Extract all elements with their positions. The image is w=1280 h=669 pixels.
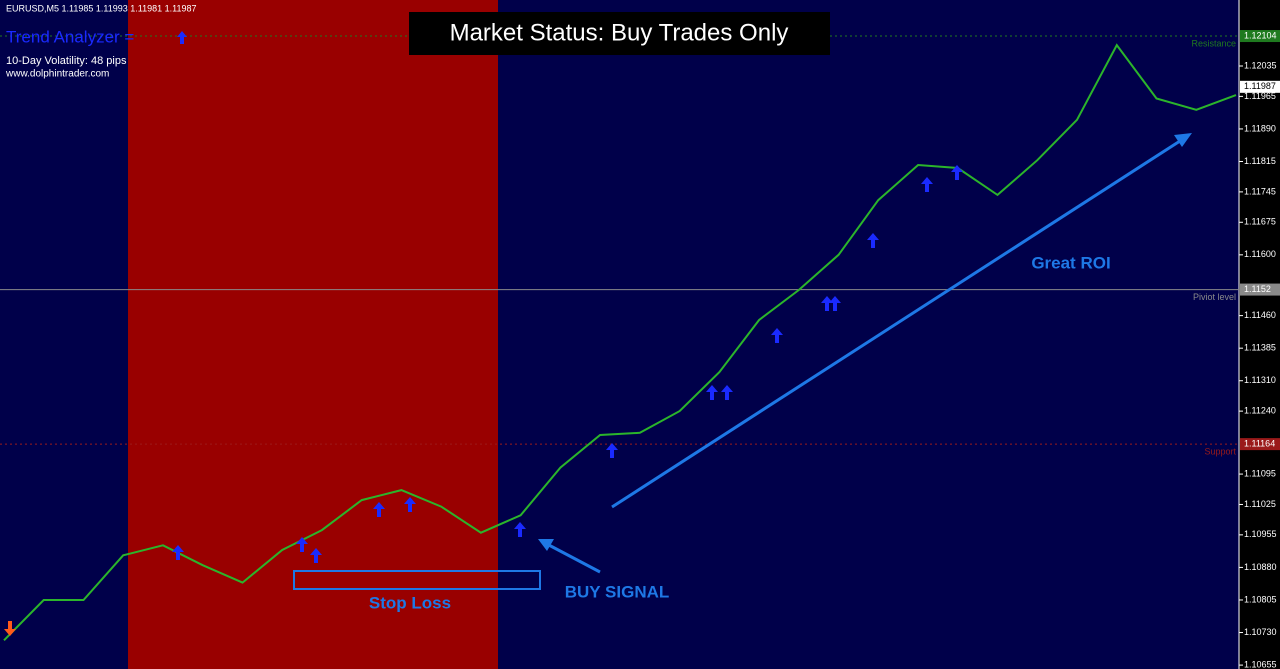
y-tick-label: 1.10655 bbox=[1244, 659, 1277, 669]
level-name: Support bbox=[1204, 446, 1236, 456]
y-tick-label: 1.11025 bbox=[1244, 499, 1276, 509]
level-tag bbox=[1240, 438, 1280, 451]
price-tag bbox=[1240, 80, 1280, 93]
current-price: 1.11987 bbox=[1244, 81, 1276, 91]
volatility: 10-Day Volatility: 48 pips bbox=[6, 55, 127, 67]
price-line bbox=[3, 43, 1237, 642]
buy-arrow bbox=[771, 328, 783, 343]
y-tick-label: 1.11675 bbox=[1244, 217, 1276, 227]
plot bbox=[3, 43, 1237, 642]
buy-arrow bbox=[404, 497, 416, 512]
buy-arrows bbox=[172, 31, 963, 563]
y-tick-label: 1.10880 bbox=[1244, 562, 1277, 572]
stop-loss-label: Stop Loss bbox=[369, 593, 451, 612]
y-tick-label: 1.10955 bbox=[1244, 529, 1277, 539]
y-tick-label: 1.11965 bbox=[1244, 91, 1276, 101]
y-tick-label: 1.11815 bbox=[1244, 156, 1276, 166]
buy-arrow bbox=[821, 296, 833, 311]
buy-arrow bbox=[373, 502, 385, 517]
buy-arrow bbox=[829, 296, 841, 311]
y-tick-label: 1.11745 bbox=[1244, 186, 1276, 196]
status-box bbox=[409, 12, 830, 55]
buy-arrow bbox=[706, 385, 718, 400]
buy-arrow bbox=[172, 545, 184, 560]
y-tick-label: 1.10805 bbox=[1244, 594, 1277, 604]
buy-pointer-head bbox=[538, 539, 554, 551]
level-name: Resistance bbox=[1191, 38, 1236, 48]
buy-arrow bbox=[296, 537, 308, 552]
roi-arrow-head bbox=[1174, 133, 1192, 147]
stop-loss-box bbox=[293, 570, 541, 590]
buy-signal-label: BUY SIGNAL bbox=[565, 582, 670, 601]
level-tag bbox=[1240, 30, 1280, 43]
buy-arrow bbox=[721, 385, 733, 400]
y-tick-label: 1.11890 bbox=[1244, 123, 1276, 133]
website: www.dolphintrader.com bbox=[5, 69, 109, 80]
market-status: Market Status: Buy Trades Only bbox=[450, 19, 789, 46]
y-tick-label: 1.10730 bbox=[1244, 627, 1277, 637]
y-tick-label: 1.11240 bbox=[1244, 405, 1276, 415]
y-tick-label: 1.11095 bbox=[1244, 468, 1276, 478]
level-value: 1.12104 bbox=[1244, 30, 1277, 40]
roi-label: Great ROI bbox=[1031, 253, 1110, 272]
roi-arrow bbox=[611, 139, 1181, 509]
y-tick-label: 1.11385 bbox=[1244, 343, 1276, 353]
levels: Resistance Piviot level Support bbox=[0, 35, 1239, 456]
buy-arrow bbox=[514, 522, 526, 537]
symbol-info: EURUSD,M5 1.11985 1.11993 1.11981 1.1198… bbox=[6, 3, 196, 13]
sell-zone bbox=[128, 0, 498, 669]
buy-arrow bbox=[606, 443, 618, 458]
sell-arrow bbox=[4, 621, 16, 636]
level-tag bbox=[1240, 283, 1280, 296]
level-value: 1.1152 bbox=[1244, 284, 1271, 294]
level-name: Piviot level bbox=[1193, 292, 1236, 302]
buy-arrow bbox=[867, 233, 879, 248]
buy-pointer bbox=[544, 541, 601, 574]
trend-arrow bbox=[177, 31, 187, 44]
y-tick-label: 1.11310 bbox=[1244, 375, 1276, 385]
y-tick-label: 1.11600 bbox=[1244, 249, 1276, 259]
buy-arrow bbox=[921, 177, 933, 192]
buy-arrow bbox=[310, 548, 322, 563]
buy-arrow bbox=[951, 165, 963, 180]
level-value: 1.11164 bbox=[1244, 438, 1275, 448]
y-tick-label: 1.11460 bbox=[1244, 310, 1276, 320]
y-tick-label: 1.12035 bbox=[1244, 60, 1277, 70]
indicator-name: Trend Analyzer = bbox=[6, 27, 134, 46]
